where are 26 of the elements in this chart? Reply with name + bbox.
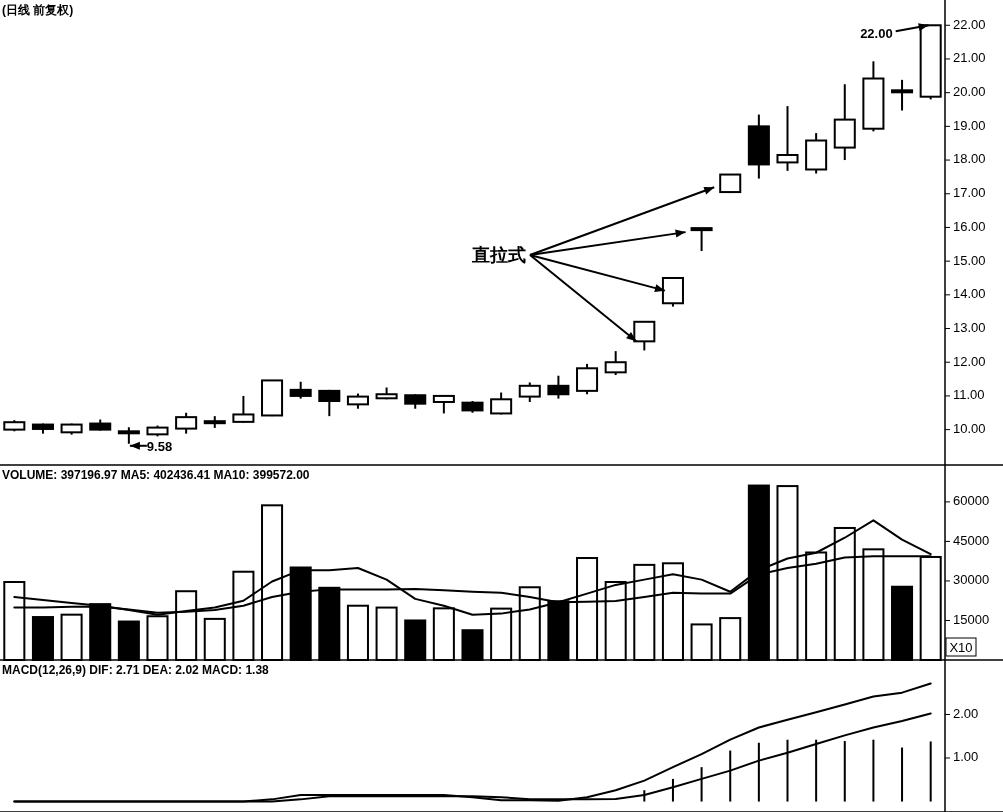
y-tick-label: 10.00 [953,421,986,437]
y-tick-label: 22.00 [953,16,986,32]
chart-title: (日线 前复权) [2,3,74,17]
chart-title: MACD(12,26,9) DIF: 2.71 DEA: 2.02 MACD: 1.38 [2,663,270,677]
y-tick-label: 12.00 [953,353,986,369]
y-tick-label: 14.00 [953,286,986,302]
y-tick-label: 16.00 [953,218,986,234]
y-tick-label: 30000 [953,572,990,588]
y-tick-label: 17.00 [953,185,986,201]
y-tick-label: 18.00 [953,151,986,167]
y-tick-label: 11.00 [953,387,985,403]
y-tick-label: 13.00 [953,319,986,335]
y-tick-label: 1.00 [953,749,979,765]
text: X10 [949,640,973,655]
annotation: 22.00 [860,26,893,42]
y-tick-label: 20.00 [953,84,986,100]
y-tick-label: 15000 [953,611,990,627]
y-tick-label: 21.00 [953,50,986,66]
y-tick-label: 2.00 [953,705,979,721]
y-tick-label: 60000 [953,493,990,509]
y-tick-label: 45000 [953,532,990,548]
annotation: 直拉式 [471,245,526,265]
y-tick-label: 19.00 [953,117,986,133]
chart-title: VOLUME: 397196.97 MA5: 402436.41 MA10: 399572.00 [2,468,310,482]
annotation: 9.58 [146,438,173,454]
y-tick-label: 15.00 [953,252,986,268]
